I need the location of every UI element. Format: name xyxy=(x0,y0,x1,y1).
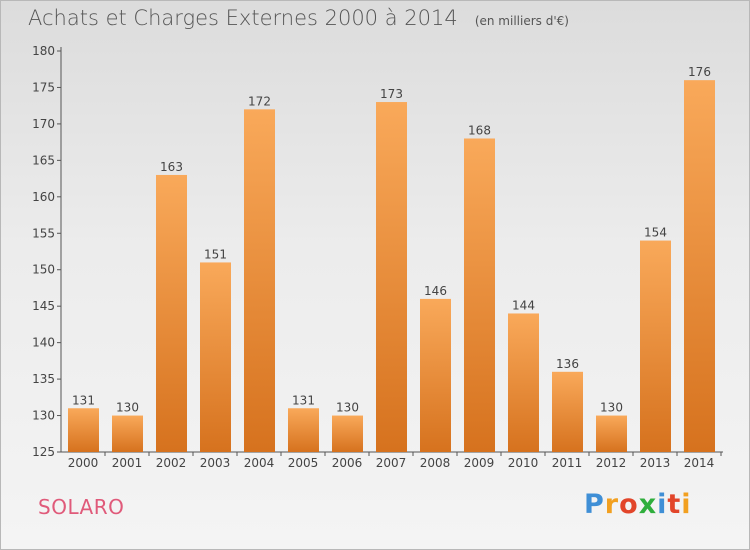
bar-value-label: 144 xyxy=(512,298,535,312)
bar-value-label: 151 xyxy=(204,247,227,261)
y-tick-label: 170 xyxy=(32,117,55,131)
x-tick-label: 2009 xyxy=(464,456,495,470)
y-tick-label: 175 xyxy=(32,80,55,94)
title-row: Achats et Charges Externes 2000 à 2014 (… xyxy=(28,6,569,30)
bar-value-label: 130 xyxy=(116,401,139,415)
data-labels: 131 130 163 151 172 131 130 173 146 168 144 136 130 1… xyxy=(72,65,711,414)
bar-value-label: 131 xyxy=(72,393,95,407)
bar-value-label: 130 xyxy=(600,401,623,415)
y-tick-label: 145 xyxy=(32,299,55,313)
x-tick-label: 2011 xyxy=(552,456,583,470)
x-tick-label: 2000 xyxy=(68,456,99,470)
bar-value-label: 176 xyxy=(688,65,711,79)
bar xyxy=(376,102,407,452)
bar-value-label: 146 xyxy=(424,284,447,298)
bar xyxy=(288,408,319,452)
bar xyxy=(464,138,495,452)
x-tick-label: 2006 xyxy=(332,456,363,470)
x-tick-label: 2002 xyxy=(156,456,187,470)
proxiti-logo: Proxiti xyxy=(584,489,692,520)
x-tick-label: 2005 xyxy=(288,456,319,470)
bar-value-label: 168 xyxy=(468,123,491,137)
y-tick-label: 130 xyxy=(32,409,55,423)
x-tick-label: 2004 xyxy=(244,456,275,470)
bar xyxy=(684,80,715,452)
bar xyxy=(508,313,539,452)
chart-title: Achats et Charges Externes 2000 à 2014 xyxy=(28,6,458,30)
x-tick-label: 2014 xyxy=(684,456,715,470)
y-tick-label: 155 xyxy=(32,226,55,240)
bar xyxy=(156,174,187,453)
y-tick-label: 165 xyxy=(32,153,55,167)
x-tick-label: 2013 xyxy=(640,456,671,470)
bar xyxy=(596,415,627,452)
bar-value-label: 163 xyxy=(160,160,183,174)
y-axis: 125 130 135 140 145 150 155 160 165 170 175 180 xyxy=(32,44,62,459)
bar-value-label: 154 xyxy=(644,226,667,240)
y-tick-label: 160 xyxy=(32,190,55,204)
y-tick-label: 150 xyxy=(32,263,55,277)
y-tick-label: 180 xyxy=(32,44,55,58)
y-tick-label: 135 xyxy=(32,372,55,386)
bar xyxy=(112,415,143,452)
y-tick-label: 125 xyxy=(32,445,55,459)
x-tick-label: 2008 xyxy=(420,456,451,470)
bar xyxy=(244,109,275,452)
x-tick-label: 2012 xyxy=(596,456,627,470)
bars xyxy=(68,80,715,453)
bar xyxy=(552,371,583,452)
bar-value-label: 130 xyxy=(336,401,359,415)
commune-name: SOLARO xyxy=(38,495,125,519)
bar-value-label: 136 xyxy=(556,357,579,371)
bar-value-label: 173 xyxy=(380,87,403,101)
bar xyxy=(640,240,671,452)
x-tick-label: 2003 xyxy=(200,456,231,470)
bar xyxy=(68,408,99,452)
x-tick-label: 2001 xyxy=(112,456,143,470)
x-tick-label: 2010 xyxy=(508,456,539,470)
chart-subtitle: (en milliers d'€) xyxy=(474,14,569,28)
x-tick-label: 2007 xyxy=(376,456,407,470)
bar-value-label: 172 xyxy=(248,94,271,108)
bar xyxy=(332,415,363,452)
x-axis: 2000 2001 2002 2003 2004 2005 2006 2007 2008 2009… xyxy=(61,451,723,470)
bar xyxy=(200,262,231,452)
bar xyxy=(420,298,451,452)
y-tick-label: 140 xyxy=(32,336,55,350)
bar-value-label: 131 xyxy=(292,393,315,407)
